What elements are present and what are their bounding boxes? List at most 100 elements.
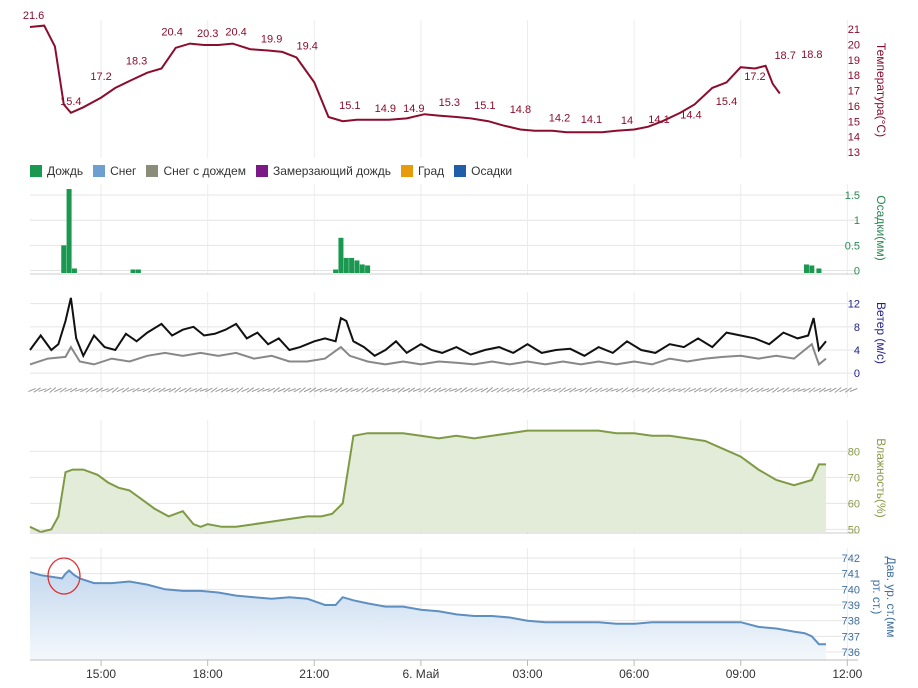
precip-bar [338, 237, 344, 273]
wind-direction-arrow [766, 387, 775, 393]
wind-direction-arrow [407, 387, 416, 393]
wind-direction-arrow [724, 388, 733, 392]
wind-line-avg [29, 342, 827, 367]
legend-item[interactable]: Град [400, 164, 444, 178]
y-axis-title: рт. ст.) [870, 580, 884, 615]
wind-direction-arrow [59, 387, 67, 393]
pressure-area [30, 570, 826, 660]
legend-item[interactable]: Снег с дождем [146, 164, 246, 178]
wind-direction-arrow [236, 387, 244, 393]
wind-direction-arrow [49, 387, 57, 393]
wind-direction-arrow [251, 388, 260, 392]
temperature-data-label: 21.6 [23, 10, 44, 22]
wind-direction-arrow [366, 387, 374, 393]
precip-bar [359, 264, 365, 273]
wind-direction-arrow [392, 387, 400, 393]
wind-direction-arrow [818, 387, 827, 393]
legend-label: Замерзающий дождь [272, 164, 391, 178]
temperature-tick-label: 15 [848, 116, 860, 128]
temperature-tick-label: 18 [848, 70, 860, 82]
y-axis-title: Дав. ур. ст.(мм [884, 556, 898, 637]
wind-direction-arrow [683, 387, 691, 393]
pressure-tick-label: 736 [842, 647, 860, 659]
temperature-data-label: 14.1 [648, 114, 669, 126]
wind-direction-arrow [808, 387, 816, 393]
temperature-data-label: 19.4 [296, 40, 317, 52]
wind-direction-arrow [309, 387, 317, 393]
wind-direction-arrow [85, 387, 93, 393]
temperature-data-label: 14.8 [510, 104, 531, 116]
legend-item[interactable]: Замерзающий дождь [255, 164, 391, 178]
wind-direction-arrow [189, 388, 198, 392]
wind-direction-arrow [64, 388, 73, 392]
wind-direction-arrow [605, 387, 613, 393]
wind-direction-arrow [277, 387, 286, 393]
wind-line-max [29, 297, 827, 359]
wind-direction-arrow [522, 387, 530, 393]
wind-direction-arrow [319, 387, 327, 393]
wind-direction-arrow [142, 387, 151, 393]
wind-direction-arrow [720, 387, 728, 393]
precip-tick-label: 0 [854, 265, 860, 277]
wind-direction-arrow [303, 387, 312, 393]
precip-bar [365, 265, 371, 273]
temperature-data-label: 20.3 [197, 28, 218, 40]
wind-direction-arrow [496, 387, 504, 393]
wind-direction-arrow [490, 387, 499, 393]
x-axis-tick-label: 09:00 [726, 667, 756, 681]
y-axis-title: Ветер (м/с) [874, 302, 888, 364]
wind-direction-arrow [298, 387, 306, 393]
temperature-tick-label: 19 [848, 55, 860, 67]
precip-tick-label: 1.5 [845, 190, 860, 202]
temperature-data-label: 19.9 [261, 34, 282, 46]
temperature-tick-label: 21 [848, 24, 860, 36]
temperature-data-label: 14.9 [403, 103, 424, 115]
humidity-tick-label: 50 [848, 524, 860, 536]
precip-bar [354, 260, 360, 273]
precip-bar [816, 268, 822, 273]
wind-direction-arrow [584, 387, 592, 393]
precip-bar [61, 245, 67, 273]
wind-tick-label: 0 [854, 368, 860, 380]
temperature-data-label: 14.1 [581, 114, 602, 126]
legend-item[interactable]: Снег [93, 164, 136, 178]
wind-direction-arrow [657, 387, 665, 393]
wind-tick-label: 12 [848, 299, 860, 311]
wind-direction-arrow [704, 387, 712, 393]
temperature-data-label: 17.2 [90, 71, 111, 83]
wind-direction-arrow [662, 388, 671, 392]
wind-direction-arrow [69, 387, 78, 393]
temperature-panel: 21 20 19 18 17 16 15 14 13 21.6 15.4 17.2 18.3 20.4 20… [23, 10, 860, 159]
wind-direction-arrow [454, 387, 463, 393]
legend-item[interactable]: Осадки [454, 164, 512, 178]
wind-direction-arrow [444, 387, 452, 393]
humidity-area [30, 430, 826, 532]
precip-bar [66, 189, 72, 273]
precipitation-panel: 1.5 1 0.5 0 [30, 184, 860, 277]
legend-item[interactable]: Дождь [30, 164, 83, 178]
wind-direction-arrow [132, 387, 140, 393]
wind-direction-arrow [381, 387, 390, 393]
wind-direction-arrow [667, 387, 676, 393]
x-axis-tick-label: 15:00 [86, 667, 116, 681]
wind-direction-arrow [506, 387, 515, 393]
x-axis-tick-label: 6. Май [402, 667, 439, 681]
pressure-line [29, 569, 826, 646]
wind-direction-arrow [423, 387, 431, 393]
wind-direction-arrow [460, 387, 468, 393]
y-axis-titles: Температура(°C) Осадки(мм) Ветер (м/с) Влаж… [870, 43, 898, 638]
wind-direction-arrow [548, 388, 556, 392]
wind-direction-arrow [537, 388, 546, 392]
humidity-tick-label: 70 [848, 472, 860, 484]
humidity-tick-label: 60 [848, 498, 860, 510]
wind-direction-arrow [532, 387, 540, 393]
precip-tick-label: 1 [854, 215, 860, 227]
wind-direction-arrow [116, 387, 125, 393]
wind-direction-arrow [350, 388, 359, 392]
wind-direction-arrow [80, 387, 88, 393]
temperature-data-label: 20.4 [161, 27, 182, 39]
wind-direction-arrow [205, 387, 213, 393]
wind-direction-arrow [137, 388, 146, 392]
temperature-data-label: 18.3 [126, 56, 147, 68]
wind-direction-arrow [834, 387, 842, 393]
